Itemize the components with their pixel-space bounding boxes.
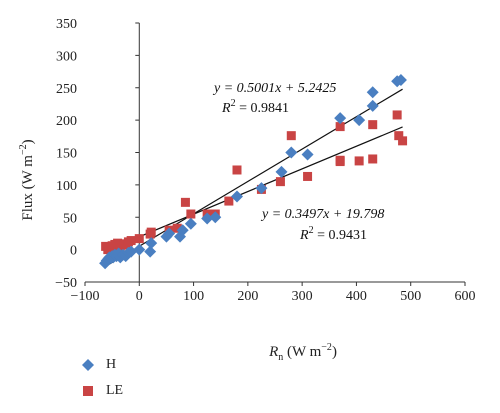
y-tick-label: 0 bbox=[70, 244, 77, 259]
y-tick-label: 200 bbox=[56, 114, 77, 129]
legend: H LE bbox=[82, 352, 123, 404]
h-data-point bbox=[301, 148, 314, 161]
y-tick-label: 250 bbox=[56, 82, 77, 97]
h-data-point bbox=[133, 243, 146, 256]
diamond-marker-icon bbox=[82, 359, 94, 371]
le-data-point bbox=[398, 136, 408, 146]
h-data-point bbox=[201, 212, 214, 225]
x-tick-label: 600 bbox=[455, 289, 476, 304]
le-data-point bbox=[224, 196, 234, 206]
le-data-point bbox=[232, 165, 242, 175]
h-data-point bbox=[334, 112, 347, 125]
square-marker-icon bbox=[83, 386, 93, 396]
h-data-point bbox=[184, 217, 197, 230]
le-data-point bbox=[335, 155, 345, 165]
legend-item-h: H bbox=[82, 352, 123, 378]
h-data-point bbox=[125, 245, 138, 258]
le-data-point bbox=[335, 122, 345, 132]
h-trend-line bbox=[105, 88, 403, 267]
y-tick-label: −50 bbox=[55, 276, 77, 291]
le-data-point bbox=[172, 223, 182, 233]
le-data-point bbox=[368, 120, 378, 130]
le-data-point bbox=[126, 236, 136, 246]
le-fit-r2: R2 = 0.9431 bbox=[299, 225, 367, 243]
legend-label-le: LE bbox=[106, 383, 124, 398]
h-data-point bbox=[275, 165, 288, 178]
h-data-point bbox=[176, 224, 189, 237]
x-tick-label: 0 bbox=[136, 289, 143, 304]
h-data-point bbox=[209, 211, 222, 224]
y-tick-label: 300 bbox=[56, 49, 77, 64]
y-tick-label: 350 bbox=[56, 17, 77, 32]
y-tick-label: 100 bbox=[56, 179, 77, 194]
le-data-point bbox=[303, 171, 313, 181]
h-data-point bbox=[255, 182, 268, 195]
le-data-point bbox=[134, 234, 144, 244]
h-data-point bbox=[163, 227, 176, 240]
y-axis-label: Flux (W m−2) bbox=[18, 139, 36, 220]
x-tick-label: 200 bbox=[237, 289, 258, 304]
h-data-point bbox=[145, 237, 158, 250]
x-tick-label: −100 bbox=[71, 289, 100, 304]
h-data-point bbox=[366, 99, 379, 112]
h-data-point bbox=[394, 73, 407, 86]
h-fit-r2: R2 = 0.9841 bbox=[221, 98, 289, 116]
le-data-point bbox=[368, 154, 378, 164]
h-data-point bbox=[366, 86, 379, 99]
legend-label-h: H bbox=[106, 357, 117, 372]
data-points bbox=[99, 73, 408, 270]
h-data-point bbox=[285, 146, 298, 159]
le-data-point bbox=[180, 197, 190, 207]
h-data-point bbox=[231, 190, 243, 203]
y-tick-label: 50 bbox=[63, 211, 77, 226]
le-data-point bbox=[394, 131, 404, 141]
le-data-point bbox=[392, 110, 402, 120]
x-tick-label: 300 bbox=[292, 289, 313, 304]
h-fit-equation: y = 0.5001x + 5.2425 bbox=[212, 81, 336, 96]
legend-item-le: LE bbox=[82, 378, 123, 404]
h-data-point bbox=[144, 245, 157, 258]
le-data-point bbox=[286, 131, 296, 141]
le-fit-equation: y = 0.3497x + 19.798 bbox=[260, 207, 384, 222]
le-data-point bbox=[354, 156, 364, 166]
x-tick-label: 500 bbox=[400, 289, 421, 304]
x-tick-label: 100 bbox=[183, 289, 204, 304]
le-data-point bbox=[275, 177, 285, 187]
le-data-point bbox=[146, 227, 156, 237]
tick-labels: −100 0 100 200 300 400 500 600 −50 0 50 100 150 200 25… bbox=[55, 17, 475, 304]
x-axis-label: Rn (W m−2) bbox=[268, 342, 337, 363]
le-data-point bbox=[186, 209, 196, 219]
h-data-point bbox=[353, 114, 366, 127]
x-tick-label: 400 bbox=[346, 289, 367, 304]
y-tick-label: 150 bbox=[56, 147, 77, 162]
